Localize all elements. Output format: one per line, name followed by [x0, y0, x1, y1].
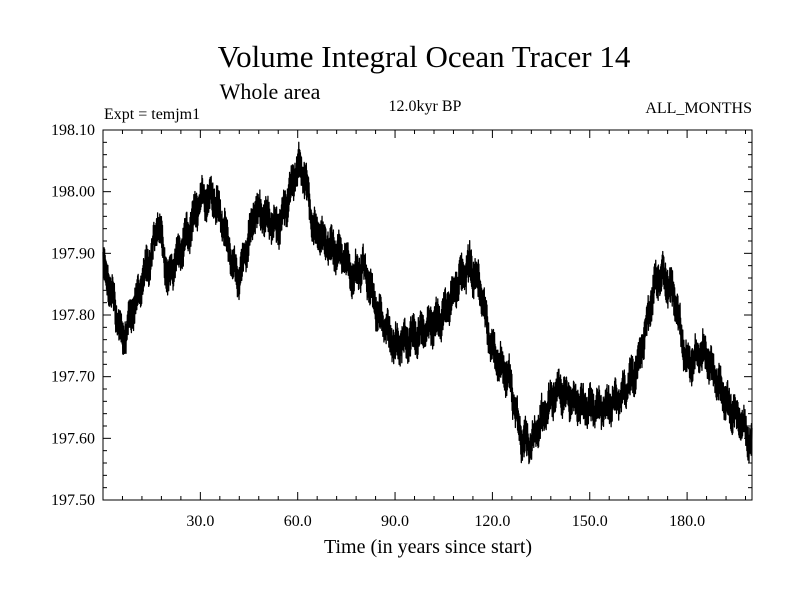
y-tick-label: 197.80 — [51, 307, 95, 324]
x-axis: 30.0 60.0 90.0 120.0 150.0 180.0 — [121, 130, 747, 530]
y-tick-label: 197.70 — [51, 369, 95, 386]
x-tick-label: 30.0 — [186, 513, 214, 530]
chart-title: Volume Integral Ocean Tracer 14 — [218, 39, 631, 74]
plot-area — [102, 141, 753, 465]
y-tick-label: 197.60 — [51, 430, 95, 447]
series-line — [102, 141, 753, 465]
x-axis-label: Time (in years since start) — [324, 536, 532, 558]
y-axis: 197.50 197.60 197.70 197.80 197.90 198.00 198.… — [51, 122, 752, 509]
x-tick-label: 90.0 — [381, 513, 409, 530]
months-label: ALL_MONTHS — [645, 100, 752, 117]
x-tick-label: 180.0 — [669, 513, 705, 530]
y-tick-label: 197.90 — [51, 245, 95, 262]
x-tick-label: 120.0 — [474, 513, 510, 530]
chart-subtitle: Whole area — [220, 79, 321, 104]
y-tick-label: 197.50 — [51, 492, 95, 509]
x-tick-label: 60.0 — [284, 513, 312, 530]
y-tick-label: 198.10 — [51, 122, 95, 139]
period-label: 12.0kyr BP — [389, 98, 462, 115]
experiment-label: Expt = temjm1 — [104, 106, 200, 123]
x-tick-label: 150.0 — [572, 513, 608, 530]
y-tick-label: 198.00 — [51, 184, 95, 201]
